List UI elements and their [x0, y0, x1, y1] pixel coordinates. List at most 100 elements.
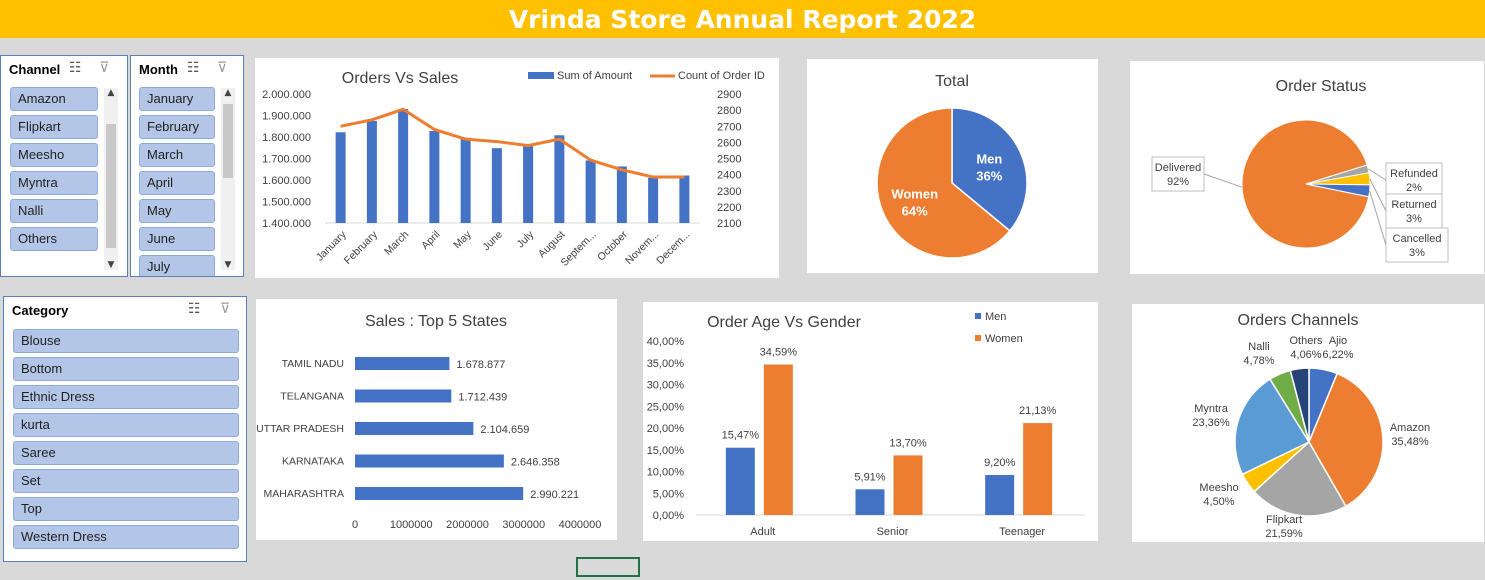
state-label: TELANGANA: [280, 391, 344, 403]
age-bar-men: [855, 489, 885, 515]
sales-bar: [460, 137, 471, 223]
x-tick: 2000000: [446, 519, 489, 531]
y-left-tick: 1.500.000: [262, 197, 311, 209]
y-right-tick: 2600: [717, 137, 741, 149]
clear-filter-icon[interactable]: ⊽: [217, 60, 228, 76]
leader-line: [1367, 168, 1387, 181]
month-item-may[interactable]: May: [139, 199, 215, 223]
x-tick: April: [419, 229, 442, 252]
x-tick: June: [480, 229, 505, 254]
y-tick: 20,00%: [647, 423, 685, 435]
clear-filter-icon[interactable]: ⊽: [99, 60, 110, 76]
label-box: [1385, 193, 1443, 229]
channel-label: Others: [1289, 335, 1323, 347]
category-item-kurta[interactable]: kurta: [13, 413, 239, 437]
category-item-top[interactable]: Top: [13, 497, 239, 521]
age-bar-men: [985, 474, 1015, 515]
status-label: Delivered: [1155, 162, 1201, 174]
status-pct: 92%: [1167, 176, 1189, 188]
status-pct: 3%: [1406, 213, 1422, 225]
category-item-western-dress[interactable]: Western Dress: [13, 525, 239, 549]
channel-label: Ajio: [1329, 335, 1347, 347]
multi-select-icon[interactable]: ☷: [187, 60, 200, 76]
channel-pct: 4,50%: [1203, 496, 1234, 508]
category-item-saree[interactable]: Saree: [13, 441, 239, 465]
y-right-tick: 2700: [717, 121, 741, 133]
category-item-bottom[interactable]: Bottom: [13, 357, 239, 381]
channel-pct: 35,48%: [1391, 436, 1429, 448]
scroll-up-icon[interactable]: ▲: [224, 88, 232, 98]
label-box: [1151, 156, 1205, 192]
month-item-june[interactable]: June: [139, 227, 215, 251]
chart-title: Orders Vs Sales: [342, 70, 458, 87]
multi-select-icon[interactable]: ☷: [69, 60, 82, 76]
sales-bar: [679, 175, 690, 223]
y-tick: 40,00%: [647, 336, 685, 348]
y-tick: 0,00%: [653, 510, 684, 522]
y-right-tick: 2500: [717, 154, 741, 166]
pie-slice-flipkart: [1253, 440, 1347, 517]
state-value: 2.104.659: [480, 424, 529, 436]
y-tick: 25,00%: [647, 401, 685, 413]
month-item-july[interactable]: July: [139, 255, 215, 276]
channel-item-nalli[interactable]: Nalli: [10, 199, 98, 223]
channel-slicer-scrollbar[interactable]: ▲ ▼: [104, 88, 118, 270]
legend-swatch-men: [975, 313, 981, 319]
sales-bar: [491, 148, 502, 223]
month-item-february[interactable]: February: [139, 115, 215, 139]
channel-label: Meesho: [1199, 482, 1238, 494]
state-bar: [355, 487, 524, 500]
channel-pct: 23,36%: [1192, 417, 1230, 429]
y-right-tick: 2100: [717, 218, 741, 230]
month-slicer-title: Month: [139, 62, 178, 77]
month-slicer-scrollbar[interactable]: ▲ ▼: [221, 88, 235, 270]
channel-item-flipkart[interactable]: Flipkart: [10, 115, 98, 139]
pie-label: Women: [891, 187, 938, 202]
age-bar-women: [763, 364, 793, 515]
selected-cell[interactable]: [576, 557, 640, 577]
scroll-down-icon[interactable]: ▼: [224, 260, 232, 270]
legend-swatch-women: [975, 335, 981, 341]
x-tick: Novem...: [623, 229, 661, 267]
x-tick: July: [515, 228, 537, 250]
age-bar-women: [1023, 423, 1053, 515]
x-tick: 3000000: [502, 519, 545, 531]
month-item-march[interactable]: March: [139, 143, 215, 167]
channel-item-meesho[interactable]: Meesho: [10, 143, 98, 167]
state-bar: [355, 357, 450, 370]
scroll-up-icon[interactable]: ▲: [107, 88, 115, 98]
month-item-january[interactable]: January: [139, 87, 215, 111]
x-tick: February: [342, 228, 381, 267]
y-left-tick: 1.400.000: [262, 218, 311, 230]
channel-item-others[interactable]: Others: [10, 227, 98, 251]
y-right-tick: 2900: [717, 89, 741, 101]
state-label: TAMIL NADU: [282, 358, 344, 370]
orders-channels-chart: Orders Channels Ajio 6,22% Amazon 35,48% Flip…: [1132, 304, 1484, 542]
scroll-down-icon[interactable]: ▼: [107, 260, 115, 270]
y-right-tick: 2300: [717, 186, 741, 198]
age-gender-chart: Order Age Vs Gender Men Women 40,00% 35,00% 3…: [643, 302, 1098, 541]
channel-item-myntra[interactable]: Myntra: [10, 171, 98, 195]
category-item-set[interactable]: Set: [13, 469, 239, 493]
category-item-ethnic-dress[interactable]: Ethnic Dress: [13, 385, 239, 409]
bar-value: 21,13%: [1019, 405, 1057, 417]
chart-title: Sales : Top 5 States: [365, 313, 507, 330]
sales-bar: [366, 120, 377, 223]
bar-value: 13,70%: [889, 437, 927, 449]
multi-select-icon[interactable]: ☷: [188, 301, 201, 317]
chart-title: Total: [935, 73, 969, 90]
category-item-blouse[interactable]: Blouse: [13, 329, 239, 353]
month-item-april[interactable]: April: [139, 171, 215, 195]
sales-bar: [429, 130, 440, 223]
clear-filter-icon[interactable]: ⊽: [220, 301, 231, 317]
y-left-tick: 1.700.000: [262, 154, 311, 166]
sales-bar: [616, 166, 627, 223]
channel-item-amazon[interactable]: Amazon: [10, 87, 98, 111]
pie-slice-men: [951, 107, 1028, 232]
y-tick: 35,00%: [647, 358, 685, 370]
chart-title: Orders Channels: [1238, 312, 1359, 329]
top-states-chart: Sales : Top 5 States TAMIL NADU 1.678.877 T…: [256, 299, 617, 540]
state-label: MAHARASHTRA: [263, 488, 344, 500]
y-left-tick: 2.000.000: [262, 89, 311, 101]
y-tick: 10,00%: [647, 467, 685, 479]
